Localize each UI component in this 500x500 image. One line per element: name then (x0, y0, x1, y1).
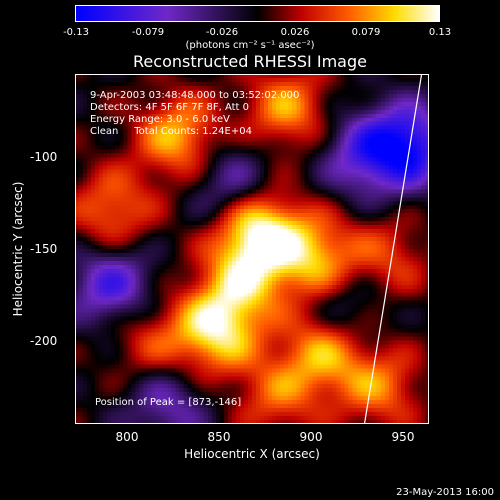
detectors-text: Detectors: 4F 5F 6F 7F 8F, Att 0 (90, 102, 250, 113)
x-tick-label: 900 (299, 430, 323, 444)
x-tick-label: 950 (391, 430, 415, 444)
chart-title: Reconstructed RHESSI Image (133, 52, 367, 71)
y-tick-label: -150 (30, 242, 58, 256)
x-tick-label: 800 (115, 430, 139, 444)
colorbar-tick: 0.079 (351, 27, 381, 38)
clean-counts-text: Clean Total Counts: 1.24E+04 (90, 126, 252, 137)
colorbar-tick: -0.026 (205, 27, 239, 38)
x-axis-label: Heliocentric X (arcsec) (184, 447, 320, 461)
footer-date: 23-May-2013 16:00 (396, 487, 494, 498)
colorbar-units: (photons cm⁻² s⁻¹ asec⁻²) (185, 40, 315, 51)
y-axis-label: Heliocentric Y (arcsec) (11, 181, 25, 317)
colorbar-tick: -0.13 (63, 27, 89, 38)
colorbar-tick: 0.13 (428, 27, 452, 38)
peak-position-text: Position of Peak = [873,-146] (95, 397, 242, 408)
y-tick-label: -100 (30, 150, 58, 164)
x-tick-label: 850 (207, 430, 231, 444)
colorbar (75, 5, 440, 22)
energy-range-text: Energy Range: 3.0 - 6.0 keV (90, 114, 230, 125)
colorbar-tick: -0.079 (131, 27, 165, 38)
y-tick-label: -200 (30, 334, 58, 348)
colorbar-tick: 0.026 (280, 27, 310, 38)
time-range-text: 9-Apr-2003 03:48:48.000 to 03:52:02.000 (90, 90, 300, 101)
